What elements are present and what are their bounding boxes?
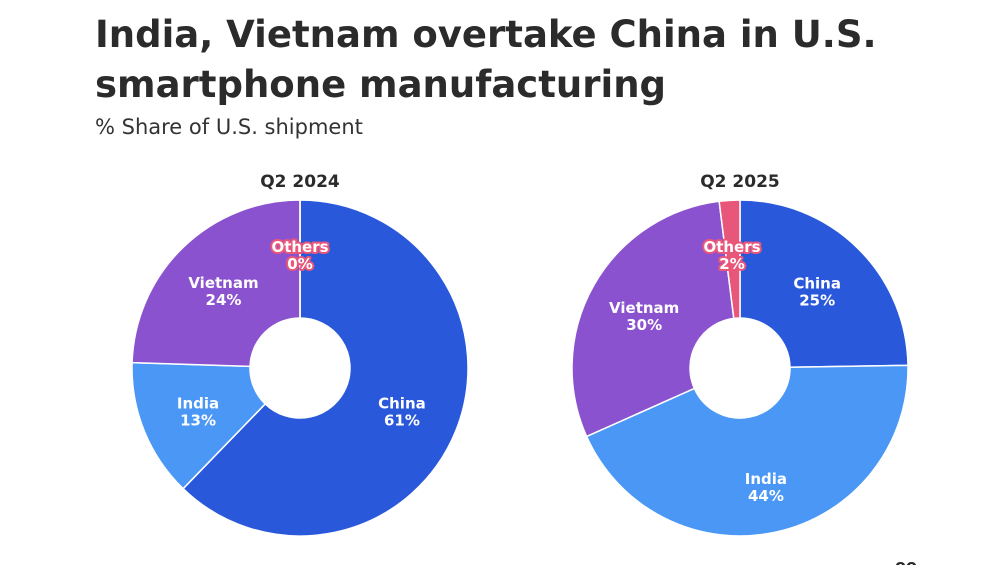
donut-chart-q2-2025: Q2 2025 China 25% India 44% Vietnam 30% Others 2… — [560, 168, 920, 565]
slice-value-label: 2% — [719, 255, 744, 273]
slice-value-label: 13% — [180, 411, 216, 429]
slice-china — [182, 199, 469, 537]
slice-name-label: India — [745, 470, 787, 488]
slice-value-label: 44% — [748, 487, 784, 505]
slice-name-label: China — [793, 275, 841, 293]
logo-mark: oo — [895, 556, 917, 565]
slice-india — [131, 361, 267, 490]
slice-value-label: 0% — [287, 255, 312, 273]
slice-name-label: Vietnam — [188, 274, 258, 292]
slice-vietnam — [131, 199, 301, 368]
slice-name-label: China — [378, 394, 426, 412]
slice-value-label: 30% — [626, 316, 662, 334]
slice-name-label: Others — [271, 238, 328, 256]
slice-name-label: Vietnam — [609, 299, 679, 317]
chart-title: Q2 2025 — [700, 172, 780, 192]
donut-chart-svg: Q2 2025China25%India44%Vietnam30%Others2… — [571, 172, 909, 537]
slice-name-label: Others — [703, 238, 760, 256]
page-subtitle: % Share of U.S. shipment — [95, 115, 363, 139]
slice-name-label: India — [177, 394, 219, 412]
slice-china — [739, 199, 909, 368]
slice-others — [718, 199, 741, 320]
slice-india — [585, 364, 909, 537]
page-title: India, Vietnam overtake China in U.S. sm… — [95, 13, 877, 106]
slice-value-label: 25% — [799, 292, 835, 310]
donut-chart-q2-2024: Q2 2024 China 61% India 13% Vietnam 24% Others 0… — [120, 168, 480, 565]
slice-vietnam — [571, 200, 735, 438]
slice-value-label: 61% — [384, 411, 420, 429]
chart-title: Q2 2024 — [260, 172, 340, 192]
slice-value-label: 24% — [206, 291, 242, 309]
